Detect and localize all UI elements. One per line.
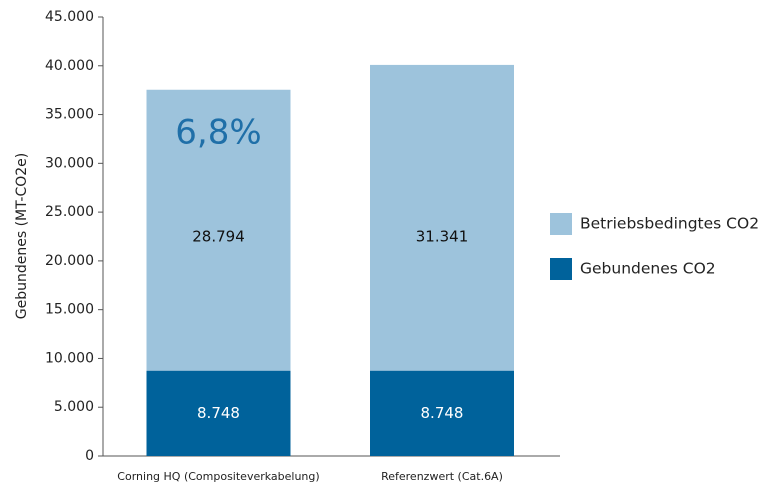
y-tick-label: 30.000 (45, 155, 94, 171)
value-label: 8.748 (421, 404, 464, 422)
x-tick-label: Referenzwert (Cat.6A) (381, 470, 503, 483)
value-label: 8.748 (197, 404, 240, 422)
y-tick-label: 20.000 (45, 253, 94, 269)
annotation: 6,8% (175, 113, 261, 153)
y-tick-label: 5.000 (54, 399, 94, 415)
bar-segment (146, 89, 291, 371)
y-tick-label: 10.000 (45, 350, 94, 366)
legend-swatch (550, 213, 572, 235)
legend-label: Betriebsbedingtes CO2 (580, 215, 759, 233)
y-tick-label: 40.000 (45, 58, 94, 74)
y-axis-label: Gebundenes (MT-CO2e) (14, 153, 30, 319)
bar-segment (146, 370, 291, 456)
y-tick-label: 0 (85, 448, 94, 464)
bar-segment (370, 64, 514, 371)
legend-swatch (550, 258, 572, 280)
y-tick-label: 25.000 (45, 204, 94, 220)
y-tick-label: 45.000 (45, 9, 94, 25)
value-label: 31.341 (416, 228, 469, 246)
bar-segment (370, 370, 514, 456)
y-tick-label: 15.000 (45, 302, 94, 318)
x-tick-label: Corning HQ (Compositeverkabelung) (117, 470, 319, 483)
legend-label: Gebundenes CO2 (580, 260, 716, 278)
y-tick-label: 35.000 (45, 107, 94, 123)
value-label: 28.794 (192, 228, 245, 246)
